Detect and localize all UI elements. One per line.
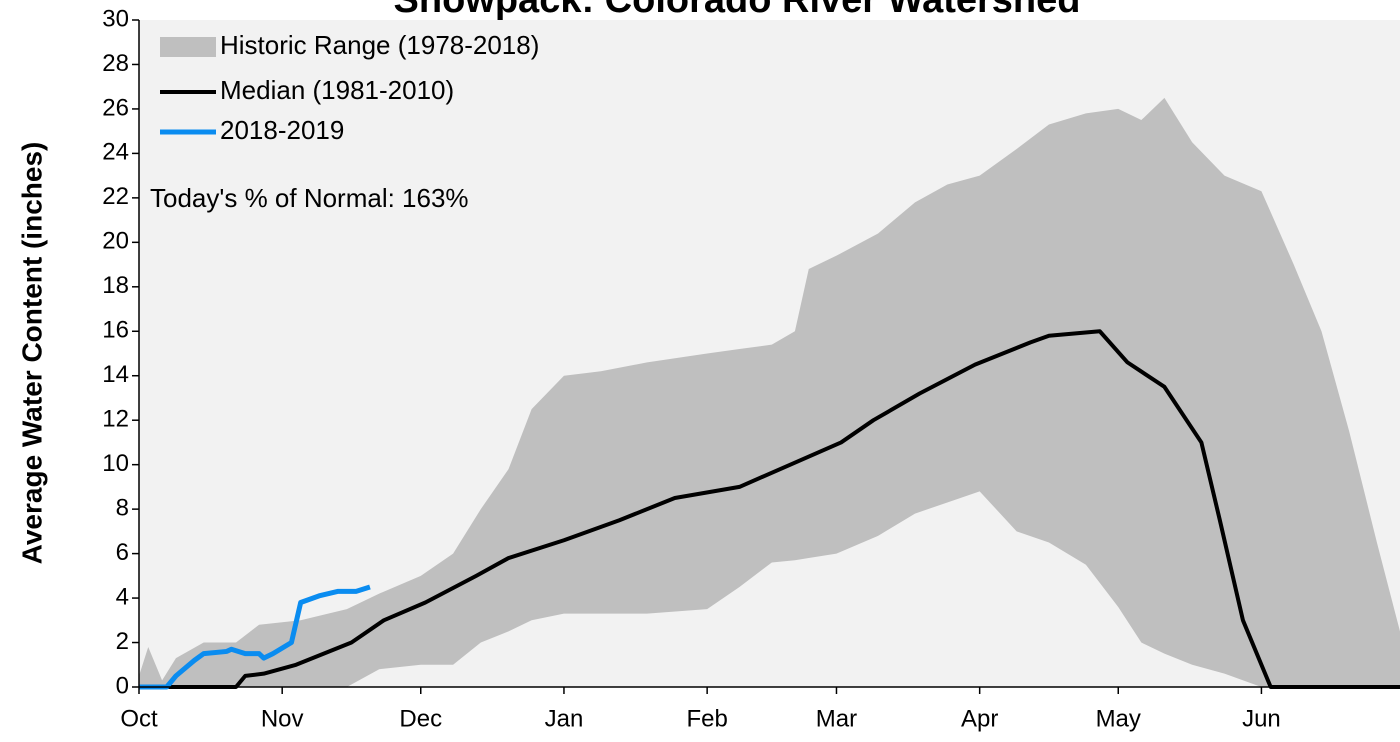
x-tick-label: Dec <box>399 705 442 732</box>
x-tick-label: Apr <box>961 705 998 732</box>
y-axis-label: Average Water Content (inches) <box>16 142 47 565</box>
y-tick-label: 6 <box>116 539 129 566</box>
y-tick-label: 12 <box>102 406 129 433</box>
y-tick-label: 10 <box>102 450 129 477</box>
legend-label: Historic Range (1978-2018) <box>220 30 539 60</box>
y-tick-label: 2 <box>116 628 129 655</box>
y-tick-label: 16 <box>102 317 129 344</box>
y-tick-label: 30 <box>102 5 129 32</box>
series-line <box>139 329 1400 689</box>
y-tick-label: 26 <box>102 94 129 121</box>
y-tick-label: 20 <box>102 228 129 255</box>
x-tick-label: May <box>1096 705 1141 732</box>
y-tick-label: 0 <box>116 672 129 699</box>
x-tick-label: Mar <box>816 705 857 732</box>
x-tick-label: Feb <box>686 705 727 732</box>
y-tick-label: 14 <box>102 361 129 388</box>
y-tick-label: 22 <box>102 183 129 210</box>
x-tick-label: Oct <box>120 705 158 732</box>
legend-label: 2018-2019 <box>220 115 344 145</box>
y-tick-label: 24 <box>102 139 129 166</box>
series-line <box>139 584 371 690</box>
chart-title: Snowpack: Colorado River Watershed <box>394 0 1081 21</box>
y-tick-label: 28 <box>102 50 129 77</box>
y-tick-label: 4 <box>116 583 129 610</box>
x-tick-label: Jan <box>545 705 584 732</box>
x-tick-label: Nov <box>261 705 304 732</box>
legend-label: Median (1981-2010) <box>220 75 454 105</box>
range-area <box>139 97 1400 688</box>
x-tick-label: Jun <box>1242 705 1281 732</box>
annotation: Today's % of Normal: 163% <box>150 183 469 213</box>
legend-swatch <box>160 37 216 57</box>
y-tick-label: 8 <box>116 494 129 521</box>
y-tick-label: 18 <box>102 272 129 299</box>
